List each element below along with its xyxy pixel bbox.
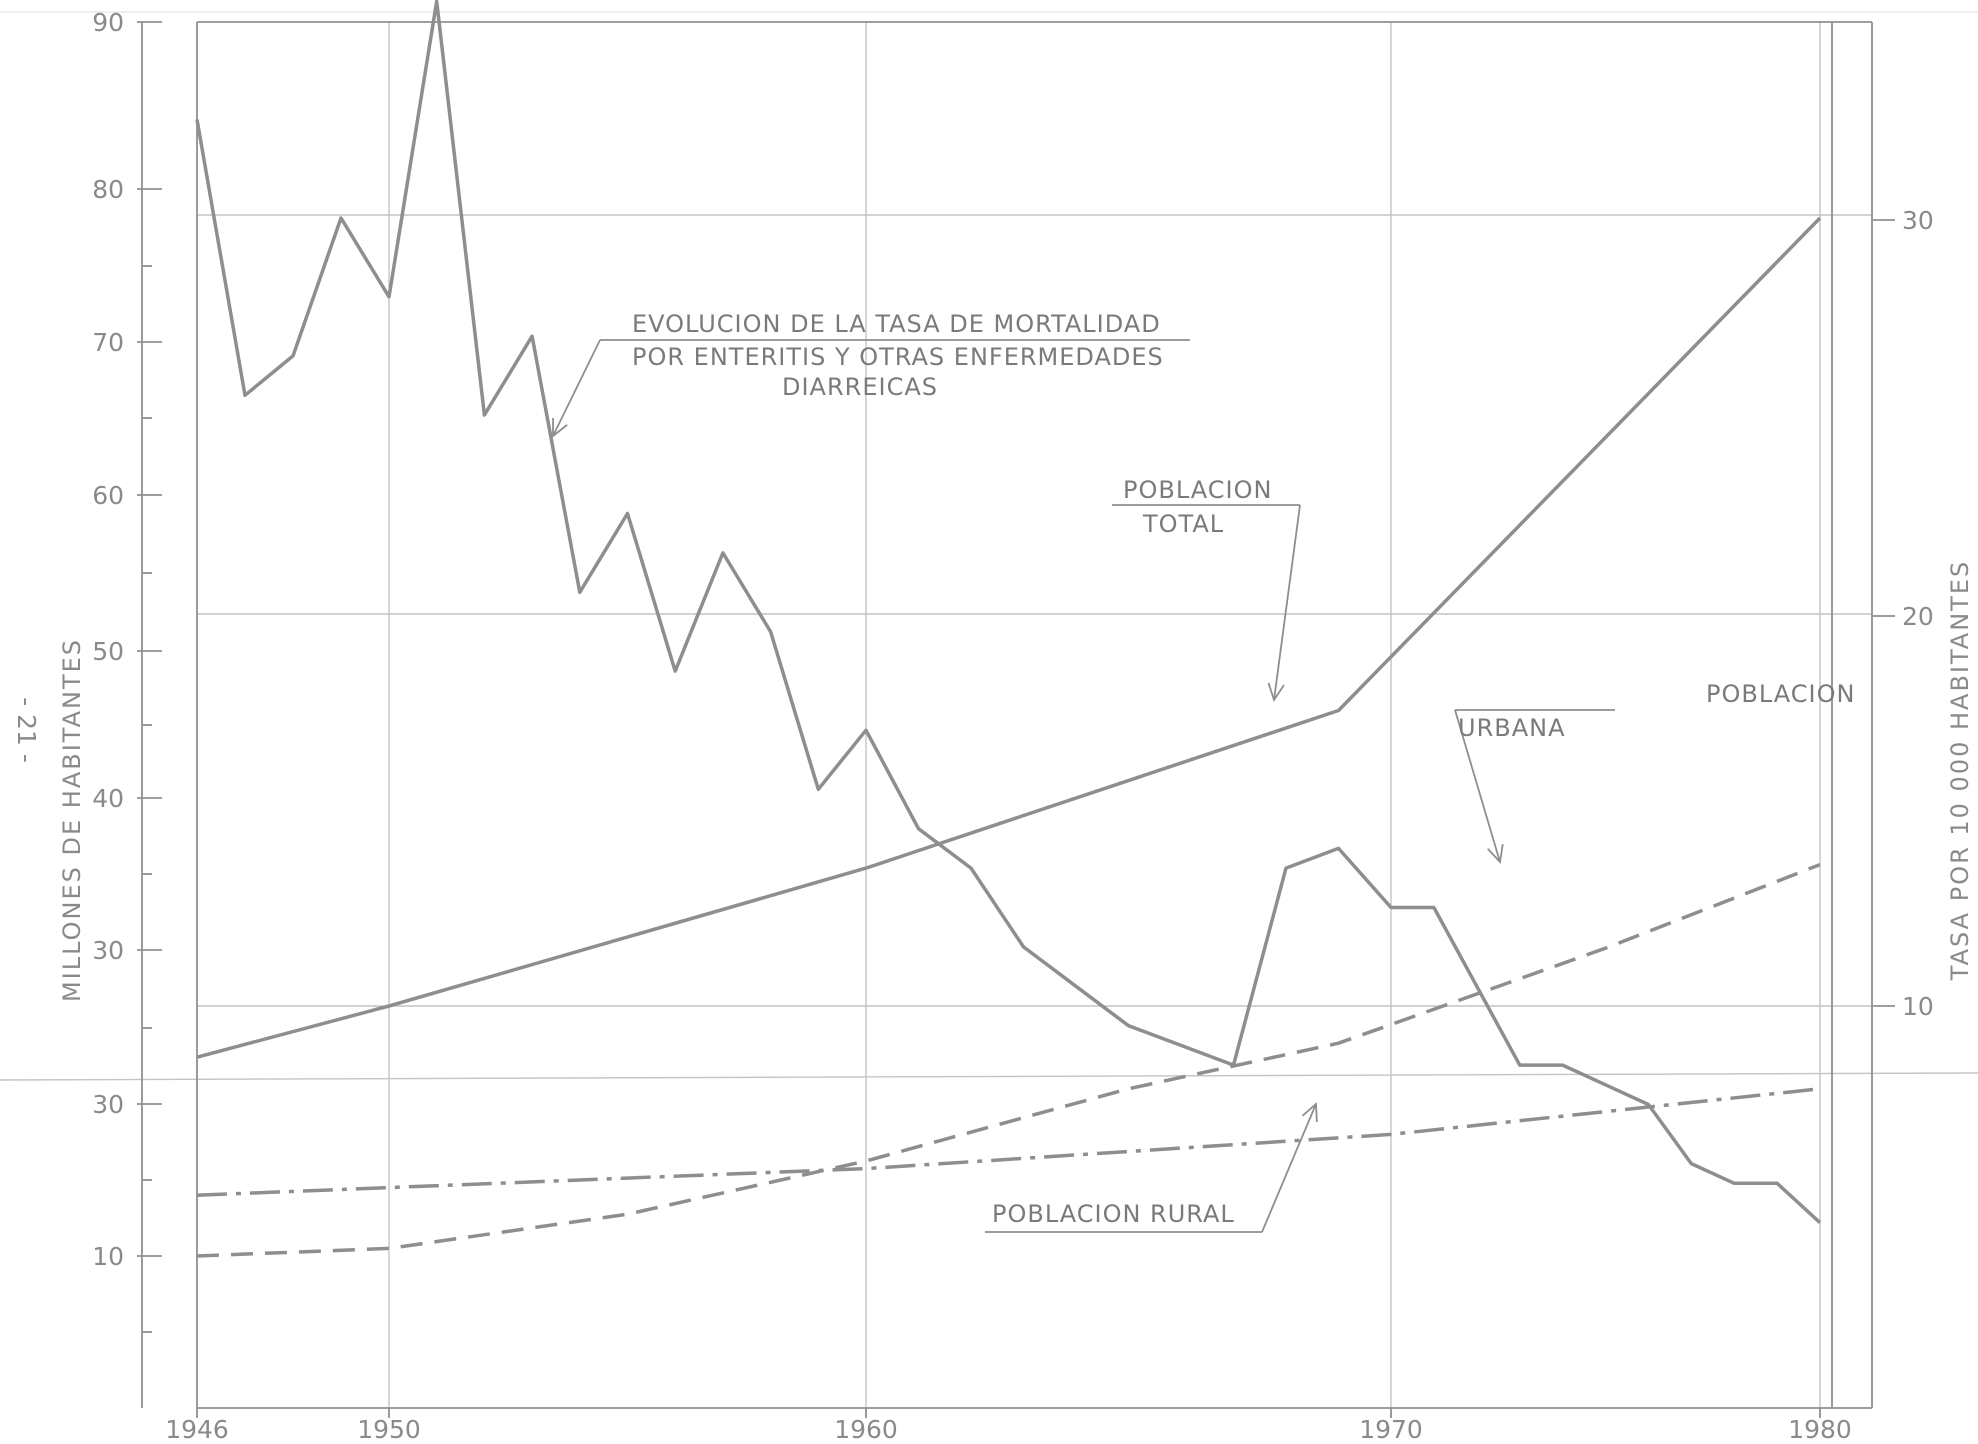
- annotation-urban-line-1: POBLACION: [1706, 680, 1855, 708]
- left-tick-label: 40: [92, 784, 124, 813]
- total-leader-arrow: [1267, 682, 1285, 703]
- grid: [0, 11, 1978, 1408]
- annotation-mortality-line-2: POR ENTERITIS Y OTRAS ENFERMEDADES: [632, 343, 1164, 371]
- rural-leader-arrow: [1301, 1102, 1318, 1123]
- x-tick-label: 1946: [165, 1415, 229, 1444]
- mortality-rate-line: [195, 0, 1822, 1224]
- mortality-leader-line: [552, 339, 601, 437]
- annotation-total-line-2: TOTAL: [1142, 510, 1224, 538]
- axes: [141, 21, 1873, 1409]
- annotation-mortality-line-1: EVOLUCION DE LA TASA DE MORTALIDAD: [632, 310, 1161, 338]
- annotation-urban-line-2: URBANA: [1458, 714, 1566, 742]
- left-tick-label: 60: [92, 481, 124, 510]
- series: [195, 0, 1822, 1258]
- left-tick-label: 50: [92, 637, 124, 666]
- left-axis-label: MILLONES DE HABITANTES: [58, 638, 86, 1002]
- tick-labels: 90 80 70 60 50 40 30 30 10 30 20 10 1946 1950 1960 1970…: [92, 8, 1934, 1444]
- right-axis-label: TASA POR 10 000 HABITANTES: [1946, 560, 1974, 981]
- right-tick-label: 20: [1902, 602, 1934, 631]
- x-tick-label: 1950: [357, 1415, 421, 1444]
- urban-leader-line: [1454, 709, 1501, 863]
- x-tick-label: 1960: [834, 1415, 898, 1444]
- grid-line-horizontal: [0, 1072, 1978, 1081]
- left-tick-label: 30: [92, 1090, 124, 1119]
- total-population-line: [196, 216, 1822, 1059]
- left-tick-label: 10: [92, 1242, 124, 1271]
- x-tick-label: 1980: [1788, 1415, 1852, 1444]
- left-tick-label: 80: [92, 175, 124, 204]
- margin-note: - 21 -: [12, 697, 41, 763]
- annotation-leaders: [552, 339, 1615, 1233]
- urban-leader-arrow: [1487, 844, 1504, 864]
- left-tick-label: 70: [92, 328, 124, 357]
- rural-population-line: [196, 1087, 1821, 1197]
- annotation-rural: POBLACION RURAL: [992, 1200, 1235, 1228]
- mortality-leader-arrow: [552, 417, 568, 438]
- total-leader-line: [1273, 504, 1301, 701]
- urban-population-line: [196, 862, 1821, 1258]
- annotation-total-line-1: POBLACION: [1123, 476, 1272, 504]
- right-tick-label: 30: [1902, 206, 1934, 235]
- rural-leader-line: [1261, 1103, 1317, 1233]
- left-tick-label: 30: [92, 936, 124, 965]
- right-tick-label: 10: [1902, 992, 1934, 1021]
- x-tick-label: 1970: [1359, 1415, 1423, 1444]
- annotation-mortality-line-3: DIARREICAS: [782, 373, 938, 401]
- left-tick-label: 90: [92, 8, 124, 37]
